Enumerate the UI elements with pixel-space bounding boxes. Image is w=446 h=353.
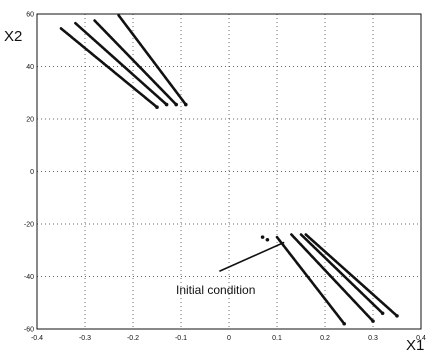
y-axis-label: X2 [4,28,22,45]
x-tick-label: -0.2 [127,335,139,342]
y-tick-label: 60 [26,12,34,19]
x-axis-label: X1 [406,337,424,353]
trajectory-line [117,14,188,106]
series-layer [59,14,399,326]
trajectory-end-point [164,102,169,107]
trajectory-line [275,235,346,326]
trajectory-line [304,233,399,318]
y-tick-label: 0 [30,169,34,176]
y-tick-label: 20 [26,117,34,124]
grid [37,14,421,329]
annotation-arrow [219,241,285,272]
plot-frame [36,13,422,330]
trajectory-line [93,19,178,106]
x-tick-label: -0.3 [79,335,91,342]
trajectory-line [299,233,384,315]
trajectory-end-point [371,319,375,323]
trajectory-end-point [395,314,399,318]
trajectory-end-point [342,321,347,326]
trajectory-end-point [184,102,188,107]
trajectory-line [74,21,168,106]
x-tick-label: 0.4 [416,335,426,342]
y-tick-label: 40 [26,64,34,71]
y-tick-label: -40 [24,274,34,281]
x-tick-label: -0.1 [175,335,187,342]
scatter-point [265,237,270,242]
trajectory-line [290,233,375,323]
x-tick-label: 0.3 [368,335,378,342]
y-tick-label: -60 [24,327,34,334]
annotation-initial-condition: Initial condition [176,283,255,297]
trajectory-end-point [155,105,159,109]
x-tick-label: 0 [227,335,231,342]
x-tick-label: 0.2 [320,335,330,342]
trajectory-end-point [174,102,178,107]
trajectory-line [59,27,159,109]
x-tick-label: 0.1 [272,335,282,342]
annotation-layer: Initial condition [176,241,285,297]
trajectory-end-point [380,311,385,316]
y-tick-label: -20 [24,222,34,229]
x-tick-label: -0.4 [31,335,43,342]
scatter-point [260,235,265,239]
tick-labels: -0.4 -0.3 -0.2 -0.1 0 0.1 0.2 0.3 0.4 60 40 20 0 -20 -… [24,12,426,343]
